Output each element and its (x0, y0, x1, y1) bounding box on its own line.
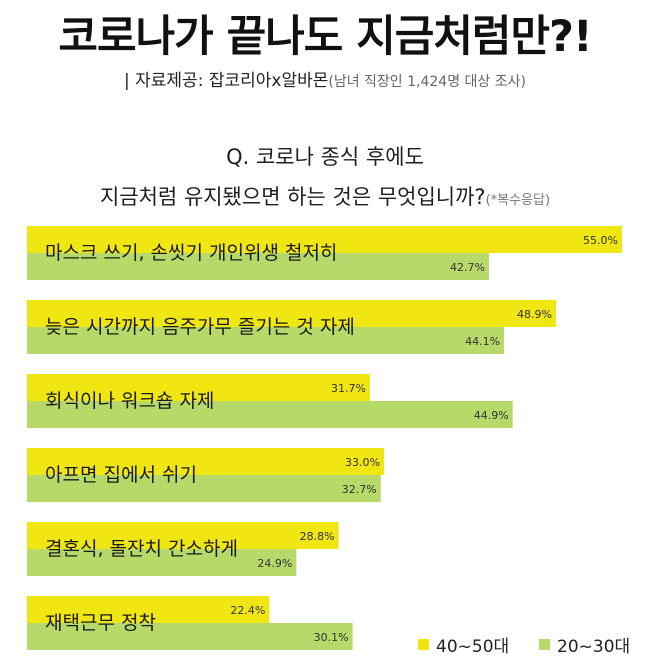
bar-20-30 (27, 623, 353, 650)
legend-label-40-50: 40~50대 (436, 637, 510, 657)
bar-40-50 (27, 374, 370, 401)
category-label: 늦은 시간까지 음주가무 즐기는 것 자제 (45, 316, 355, 338)
legend-label-20-30: 20~30대 (557, 637, 631, 657)
data-label: 28.8% (300, 530, 335, 543)
category-label: 마스크 쓰기, 손씻기 개인위생 철저히 (45, 242, 337, 264)
data-label: 33.0% (345, 456, 380, 469)
question-text: 지금처럼 유지됐으면 하는 것은 무엇입니까? (99, 185, 486, 209)
data-label: 22.4% (230, 604, 265, 617)
category-label: 아프면 집에서 쉬기 (45, 464, 197, 486)
bar-20-30 (27, 401, 513, 428)
bar-40-50 (27, 522, 339, 549)
source-prefix: | 자료제공: 잡코리아x알바몬 (124, 71, 329, 91)
question-note: (*복수응답) (485, 193, 551, 208)
question-line-1: Q. 코로나 종식 후에도 (226, 145, 424, 169)
bar-20-30 (27, 327, 505, 354)
category-label: 결혼식, 돌잔치 간소하게 (45, 538, 238, 560)
data-label: 44.1% (465, 335, 500, 348)
chart-title: 코로나가 끝나도 지금처럼만?! (58, 12, 592, 62)
legend: 20~30대 (539, 632, 630, 657)
legend: 40~50대 (418, 632, 509, 657)
legend-swatch-20-30 (539, 639, 550, 650)
bar-40-50 (27, 300, 557, 327)
source-line: | 자료제공: 잡코리아x알바몬(남녀 직장인 1,424명 대상 조사) (0, 66, 650, 91)
data-label: 44.9% (474, 409, 509, 422)
data-label: 42.7% (450, 261, 485, 274)
question-line-2: 지금처럼 유지됐으면 하는 것은 무엇입니까?(*복수응답) (0, 181, 650, 211)
bar-20-30 (27, 549, 297, 576)
data-label: 48.9% (517, 308, 552, 321)
source-detail: (남녀 직장인 1,424명 대상 조사) (328, 74, 526, 90)
category-label: 재택근무 정착 (45, 612, 156, 634)
bar-20-30 (27, 253, 489, 280)
category-label: 회식이나 워크숍 자제 (45, 390, 214, 412)
data-label: 24.9% (257, 557, 292, 570)
data-label: 31.7% (331, 382, 366, 395)
bar-40-50 (27, 448, 384, 475)
bar-40-50 (27, 596, 270, 623)
legend-swatch-40-50 (418, 639, 429, 650)
bar-40-50 (27, 226, 622, 253)
data-label: 32.7% (342, 483, 377, 496)
data-label: 30.1% (314, 631, 349, 644)
bar-20-30 (27, 475, 381, 502)
data-label: 55.0% (583, 234, 618, 247)
